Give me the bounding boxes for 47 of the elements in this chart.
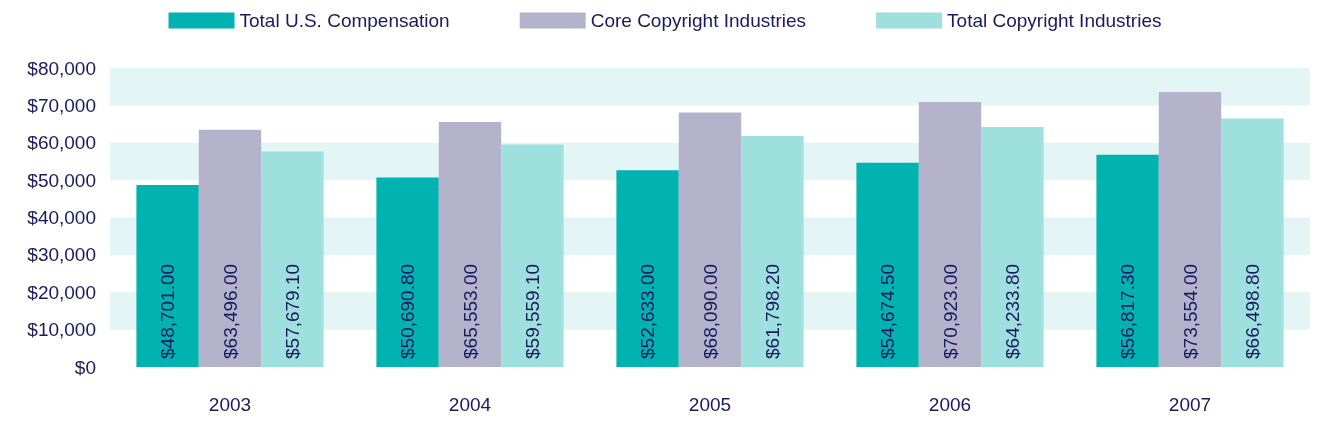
bar	[136, 184, 199, 367]
bar	[1096, 154, 1159, 367]
text: $64,233.80	[1001, 263, 1023, 359]
x-tick-label: 2004	[448, 394, 492, 415]
text: $63,496.00	[219, 263, 241, 359]
x-tick-label: 2007	[1168, 394, 1212, 415]
legend-label: Core Copyright Industries	[590, 10, 807, 31]
x-tick-label: 2003	[208, 394, 252, 415]
legend-label: Total U.S. Compensation	[239, 10, 450, 31]
text: $65,553.00	[459, 263, 481, 359]
y-tick-label: $30,000	[27, 244, 96, 266]
bar	[981, 126, 1044, 367]
text: $56,817.30	[1117, 263, 1139, 359]
text: $57,679.10	[281, 263, 303, 359]
x-tick-label: 2005	[688, 394, 732, 415]
y-tick-label: $50,000	[27, 169, 96, 191]
y-tick-label: $40,000	[27, 207, 96, 228]
bar	[918, 101, 982, 367]
text: $66,498.80	[1241, 263, 1263, 359]
bar	[1158, 92, 1222, 367]
y-tick-label: $20,000	[27, 281, 96, 303]
y-tick-label: $70,000	[27, 94, 96, 116]
text: $48,701.00	[157, 263, 179, 359]
text: $54,674.50	[877, 263, 899, 359]
bar	[438, 122, 502, 367]
text: $50,690.80	[397, 263, 419, 359]
legend-label: Total Copyright Industries	[947, 10, 1162, 31]
bar	[616, 170, 679, 367]
bar	[198, 129, 262, 367]
bar	[856, 162, 919, 367]
bar	[678, 112, 742, 367]
text: $68,090.00	[699, 263, 721, 359]
text: $61,798.20	[761, 263, 783, 359]
bar	[501, 144, 564, 367]
text: $52,633.00	[637, 263, 659, 359]
y-tick-label: $80,000	[27, 57, 96, 79]
text: $70,923.00	[939, 263, 961, 359]
text: $73,554.00	[1179, 263, 1201, 359]
bar	[1221, 118, 1284, 367]
y-tick-label: $10,000	[27, 319, 96, 341]
x-tick-label: 2006	[928, 394, 972, 415]
text: $59,559.10	[521, 263, 543, 359]
bar	[376, 177, 439, 367]
y-tick-label: $0	[74, 356, 96, 378]
bar	[261, 151, 324, 367]
y-tick-label: $60,000	[27, 132, 96, 154]
bar	[741, 136, 804, 367]
